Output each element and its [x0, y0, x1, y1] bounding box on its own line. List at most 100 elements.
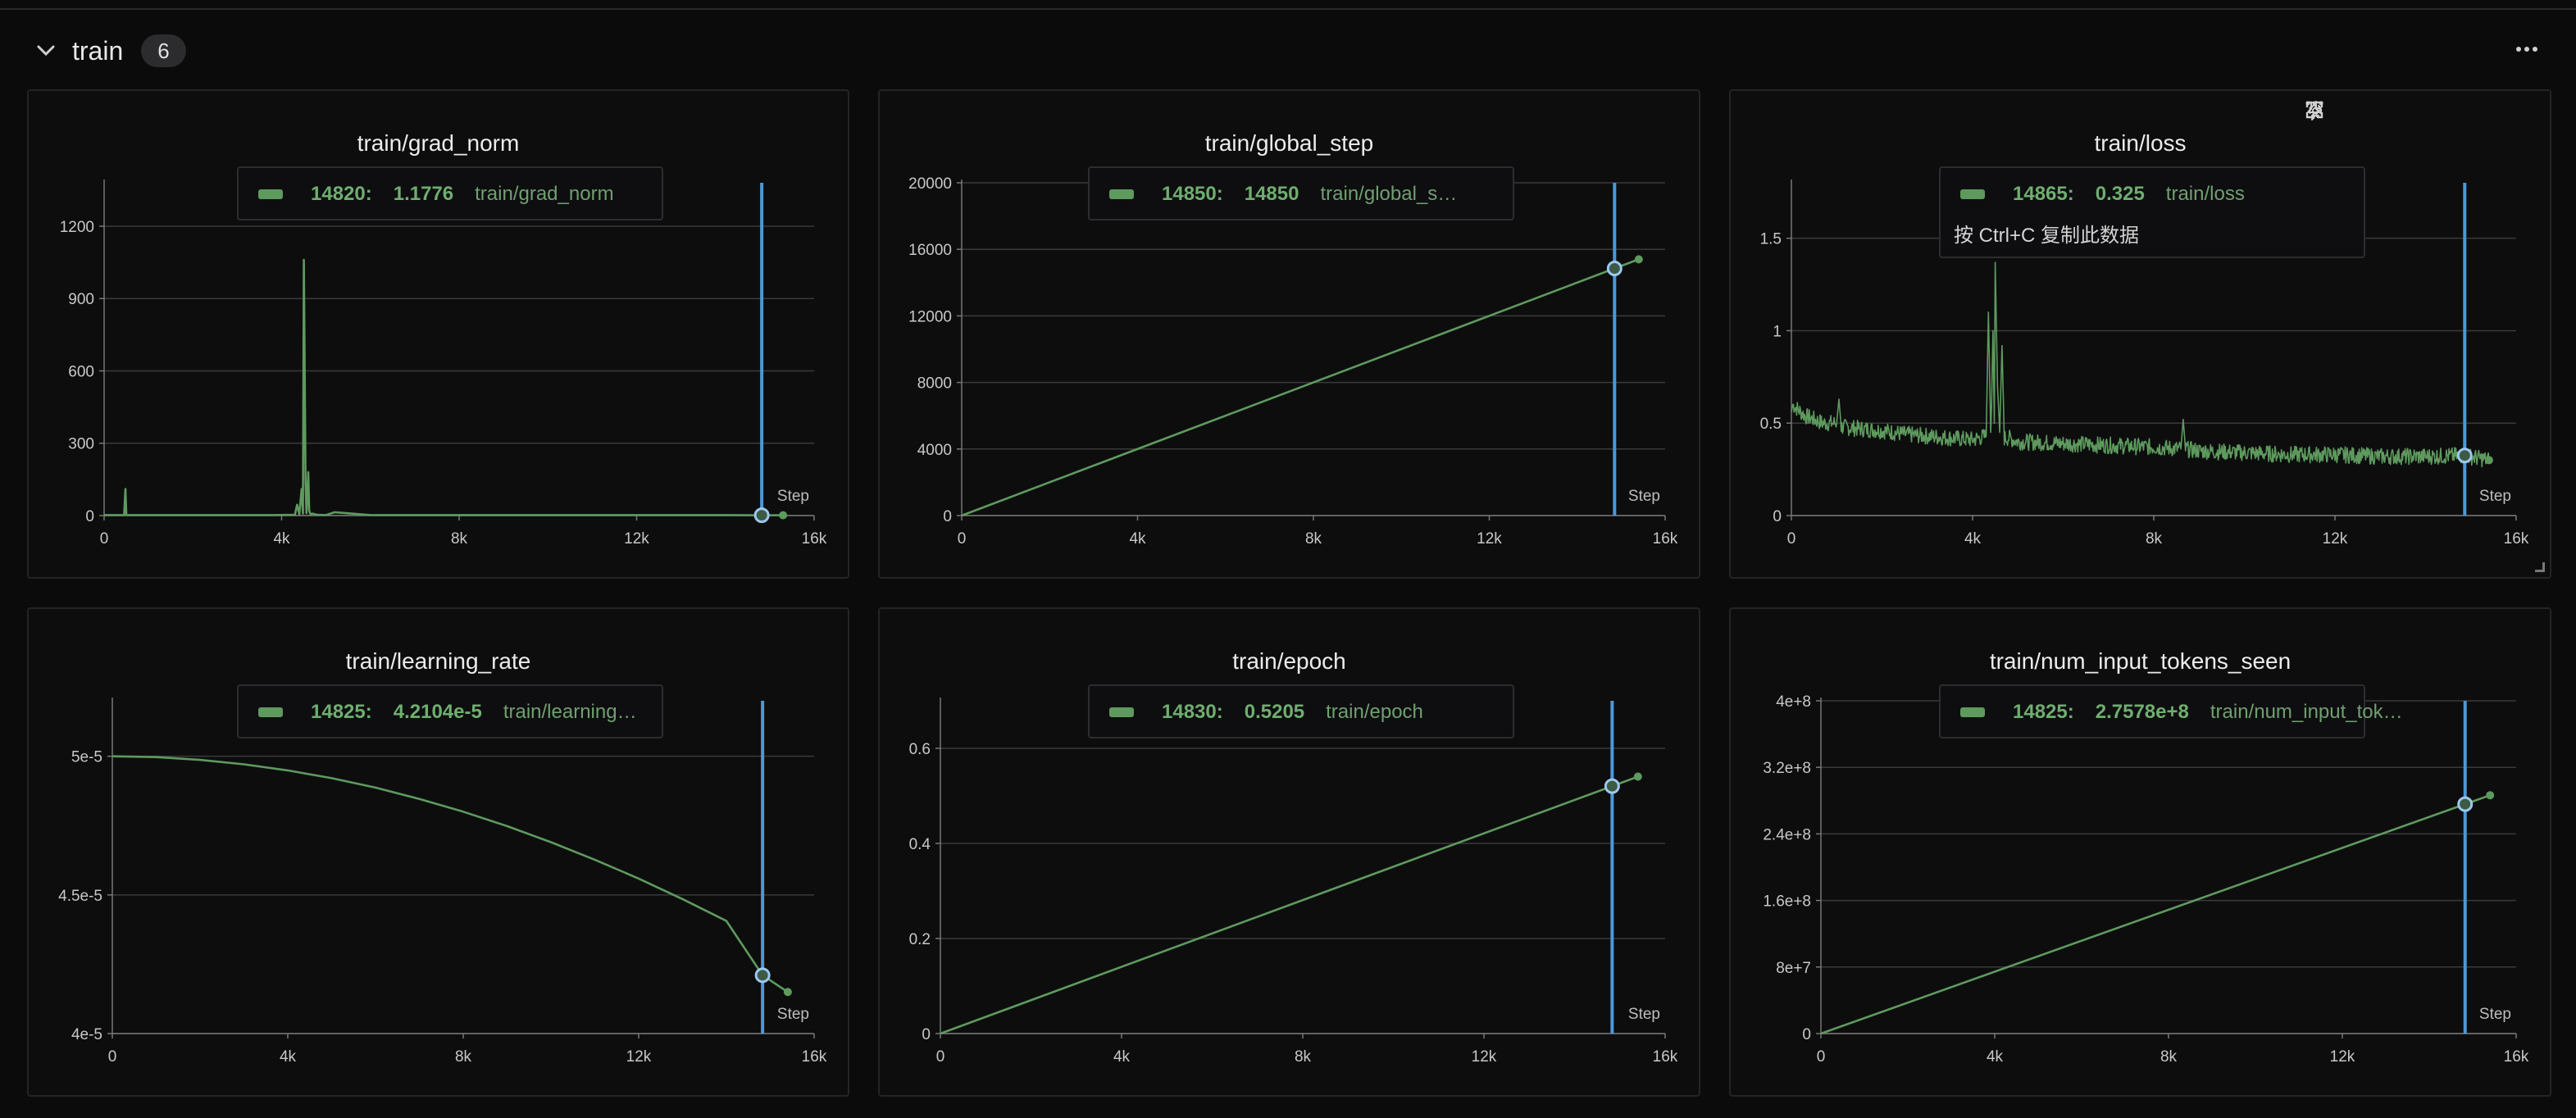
chart-panel-learning-rate[interactable]: train/learning_rate 4e-5 4.5e-5 5e-5 0 4k 8k 1…: [27, 607, 849, 1097]
x-tick-label: 8k: [451, 530, 468, 548]
hover-point-marker: [754, 967, 771, 984]
hover-point-marker: [2457, 796, 2474, 812]
x-tick-label: 8k: [2160, 1048, 2178, 1066]
chart-learning-rate[interactable]: 4e-5 4.5e-5 5e-5 0 4k 8k 12k 16k Step: [29, 609, 851, 1098]
x-tick-label: 0: [108, 1048, 117, 1066]
tooltip-step: 14830:: [1162, 701, 1223, 723]
tooltip-value: 4.2104e-5: [393, 701, 482, 723]
x-tick-label: 16k: [802, 1048, 827, 1066]
legend-swatch: [258, 707, 283, 717]
x-tick-label: 8k: [1295, 1048, 1312, 1066]
tooltip-step: 14825:: [2013, 701, 2074, 723]
chart-loss[interactable]: 0 0.5 1 1.5 0 4k 8k 12k 16k Step: [1731, 91, 2553, 580]
x-tick-label: 0: [958, 530, 967, 548]
y-tick-label: 5e-5: [71, 749, 102, 766]
legend-swatch: [1109, 707, 1134, 717]
y-tick-label: 0.2: [909, 931, 931, 948]
tooltip-series-name: train/loss: [2165, 183, 2245, 205]
x-tick-label: 12k: [2330, 1048, 2355, 1066]
resize-handle[interactable]: [2535, 562, 2545, 572]
chart-grad-norm[interactable]: 0 300 600 900 1200 0 4k 8k 12k 16k Step: [29, 91, 851, 580]
section-more-icon[interactable]: [2509, 33, 2545, 66]
x-axis-label: Step: [1628, 488, 1660, 505]
chart-global-step[interactable]: 0 4000 8000 12000 16000 20000 0 4k 8k 12k 16k Step: [880, 91, 1702, 580]
chart-panel-loss[interactable]: train/loss 0 0.5 1 1.5 0 4k 8k 12k 16k Step 14865…: [1729, 89, 2551, 579]
series-end-point: [783, 988, 792, 997]
x-tick-label: 12k: [2323, 530, 2348, 548]
panel-toolbar: [2305, 101, 2535, 127]
more-icon[interactable]: [2305, 101, 2535, 127]
series-line: [1820, 793, 2491, 1035]
x-tick-label: 4k: [280, 1048, 297, 1066]
legend-swatch: [1960, 189, 1985, 199]
tooltip-series-name: train/num_input_tokens_seen: [2210, 701, 2407, 723]
y-tick-label: 0: [1773, 508, 1782, 525]
chart-tooltip: 14825: 4.2104e-5 train/learning_rate: [237, 684, 663, 739]
x-tick-label: 0: [936, 1048, 945, 1066]
tooltip-series-name: train/global_step: [1320, 183, 1460, 205]
chart-num-input-tokens-seen[interactable]: 0 8e+7 1.6e+8 2.4e+8 3.2e+8 4e+8 0 4k 8k 12k 16k St…: [1731, 609, 2553, 1098]
y-tick-label: 900: [68, 291, 94, 308]
x-tick-label: 4k: [1964, 530, 1982, 548]
legend-swatch: [1109, 189, 1134, 199]
x-tick-label: 0: [1787, 530, 1796, 548]
x-axis-label: Step: [777, 1006, 809, 1023]
series-end-point: [1634, 255, 1643, 264]
x-tick-label: 12k: [1477, 530, 1502, 548]
y-tick-label: 8e+7: [1776, 960, 1811, 977]
y-tick-label: 0: [943, 508, 952, 525]
x-axis-label: Step: [2479, 1006, 2511, 1023]
tooltip-series-name: train/epoch: [1326, 701, 1423, 723]
y-tick-label: 4e-5: [71, 1026, 102, 1043]
y-tick-label: 1: [1773, 323, 1782, 340]
x-axis-label: Step: [2479, 488, 2511, 505]
tooltip-value: 1.1776: [393, 183, 454, 205]
y-tick-label: 0.5: [1760, 416, 1782, 433]
chart-panel-global-step[interactable]: train/global_step 0 4000 8000 12000 16000 200…: [878, 89, 1700, 579]
chart-tooltip: 14830: 0.5205 train/epoch: [1088, 684, 1514, 739]
tooltip-value: 0.5205: [1244, 701, 1305, 723]
tooltip-value: 14850: [1244, 183, 1299, 205]
chart-panel-num-input-tokens-seen[interactable]: train/num_input_tokens_seen 0 8e+7 1.6e+8 2…: [1729, 607, 2551, 1097]
chart-panel-grad-norm[interactable]: train/grad_norm 0 300 600 900 1200 0 4k 8k 12k 16…: [27, 89, 849, 579]
x-tick-label: 12k: [1472, 1048, 1497, 1066]
tooltip-step: 14865:: [2013, 183, 2074, 205]
x-axis-label: Step: [1628, 1006, 1660, 1023]
y-tick-label: 1.5: [1760, 231, 1782, 248]
x-tick-label: 4k: [1129, 530, 1146, 548]
chart-panel-epoch[interactable]: train/epoch 0 0.2 0.4 0.6 0 4k 8k 12k 16k Step 14…: [878, 607, 1700, 1097]
x-tick-label: 16k: [2504, 1048, 2529, 1066]
y-tick-label: 12000: [908, 308, 952, 325]
x-tick-label: 12k: [626, 1048, 652, 1066]
legend-swatch: [1960, 707, 1985, 717]
series-end-point: [2486, 791, 2495, 800]
legend-swatch: [258, 189, 283, 199]
y-tick-label: 8000: [917, 375, 952, 393]
tooltip-value: 0.325: [2095, 183, 2145, 205]
chart-title: train/epoch: [1232, 648, 1346, 674]
chart-title: train/grad_norm: [357, 130, 520, 156]
chevron-down-icon[interactable]: [30, 34, 62, 67]
section-title: train: [72, 35, 124, 66]
y-tick-label: 1.6e+8: [1763, 893, 1811, 911]
section-header[interactable]: train 6: [30, 31, 186, 70]
chart-tooltip: 14825: 2.7578e+8 train/num_input_tokens_…: [1939, 684, 2407, 739]
y-tick-label: 4e+8: [1776, 693, 1811, 711]
tooltip-step: 14850:: [1162, 183, 1223, 205]
chart-epoch[interactable]: 0 0.2 0.4 0.6 0 4k 8k 12k 16k Step: [880, 609, 1702, 1098]
y-tick-label: 2.4e+8: [1763, 826, 1811, 843]
x-tick-label: 0: [100, 530, 109, 548]
y-tick-label: 4.5e-5: [58, 888, 102, 905]
top-divider: [0, 8, 2576, 10]
tooltip-copy-hint: 按 Ctrl+C 复制此数据: [1954, 225, 2140, 247]
chart-title: train/num_input_tokens_seen: [1989, 648, 2292, 674]
x-tick-label: 16k: [2504, 530, 2529, 548]
tooltip-value: 2.7578e+8: [2095, 701, 2189, 723]
x-tick-label: 8k: [1305, 530, 1322, 548]
x-tick-label: 4k: [273, 530, 290, 548]
series-end-point: [1633, 772, 1642, 781]
x-tick-label: 12k: [624, 530, 649, 548]
chart-tooltip: 14865: 0.325 train/loss 按 Ctrl+C 复制此数据: [1939, 166, 2365, 258]
x-tick-label: 4k: [1987, 1048, 2004, 1066]
y-tick-label: 0: [85, 508, 94, 525]
